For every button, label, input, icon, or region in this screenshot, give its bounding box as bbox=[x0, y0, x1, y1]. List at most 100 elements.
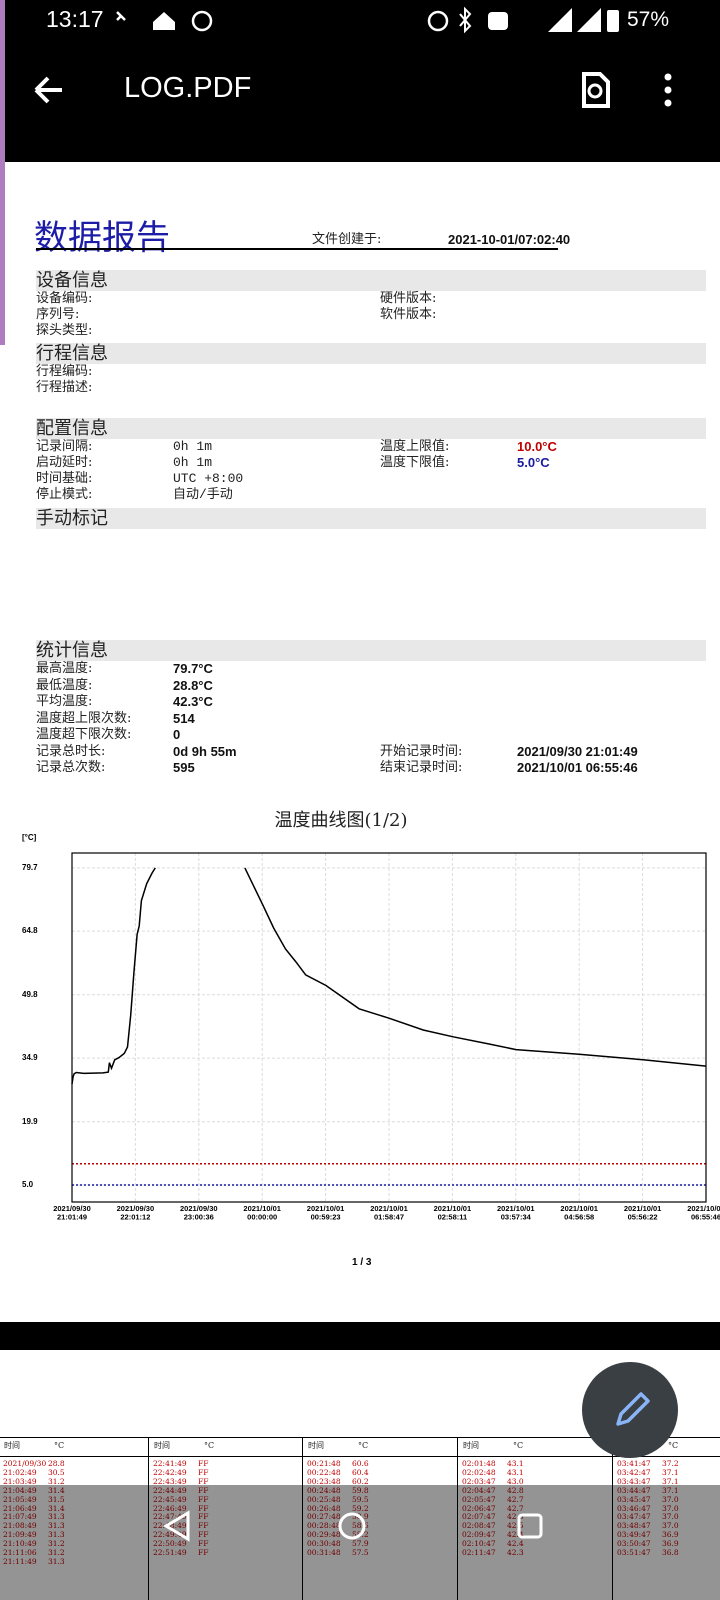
document-title: LOG.PDF bbox=[124, 72, 252, 104]
reading-value: FF bbox=[198, 1521, 209, 1531]
reading-time: 21:09:49 bbox=[3, 1530, 37, 1540]
reading-time: 21:05:49 bbox=[3, 1494, 37, 1504]
reading-time: 22:45:49 bbox=[153, 1494, 187, 1504]
reading-value: 42.5 bbox=[507, 1521, 524, 1531]
reading-value: FF bbox=[198, 1539, 209, 1549]
reading-time: 03:43:47 bbox=[617, 1476, 651, 1486]
reading-time: 22:42:49 bbox=[153, 1467, 187, 1477]
table-header: 时间 bbox=[463, 1441, 479, 1450]
reading-value: 60.6 bbox=[352, 1459, 369, 1468]
x-tick-label: 2021/10/01 bbox=[243, 1204, 281, 1213]
reading-time: 22:50:49 bbox=[153, 1539, 187, 1549]
field-label: 时间基础: bbox=[36, 471, 93, 486]
battery-level: 57% bbox=[627, 8, 670, 31]
field-value: 10.0°C bbox=[517, 439, 557, 454]
reading-value: 31.3 bbox=[48, 1530, 65, 1540]
reading-value: 59.5 bbox=[352, 1494, 369, 1504]
reading-value: 31.4 bbox=[48, 1503, 65, 1513]
reading-time: 22:41:49 bbox=[153, 1459, 187, 1468]
chart-title: 温度曲线图(1/2) bbox=[274, 810, 407, 831]
reading-time: 21:07:49 bbox=[3, 1512, 37, 1522]
field-label: 结束记录时间: bbox=[380, 760, 463, 775]
section-heading: 统计信息 bbox=[36, 640, 108, 661]
reading-time: 00:23:48 bbox=[307, 1476, 341, 1486]
title-rule bbox=[36, 248, 558, 250]
reading-value: 43.1 bbox=[507, 1459, 524, 1468]
reading-value: 31.5 bbox=[48, 1494, 65, 1504]
table-divider bbox=[457, 1437, 458, 1600]
reading-time: 21:11:06 bbox=[3, 1548, 37, 1557]
y-tick-label: 49.8 bbox=[22, 990, 38, 999]
reading-value: FF bbox=[198, 1476, 209, 1486]
reading-value: 37.0 bbox=[662, 1521, 679, 1531]
section-band bbox=[36, 418, 706, 439]
temperature-line bbox=[71, 867, 707, 1085]
reading-time: 21:02:49 bbox=[3, 1467, 37, 1477]
edit-button[interactable] bbox=[580, 1360, 680, 1460]
field-label: 温度上限值: bbox=[380, 439, 450, 454]
reading-value: 57.5 bbox=[352, 1548, 369, 1557]
reading-time: 02:02:48 bbox=[462, 1467, 496, 1477]
back-button[interactable] bbox=[163, 1510, 190, 1542]
recents-button[interactable] bbox=[517, 1513, 543, 1539]
reading-time: 22:51:49 bbox=[153, 1548, 187, 1557]
reading-time: 21:11:49 bbox=[3, 1556, 37, 1566]
reading-time: 03:42:47 bbox=[617, 1467, 651, 1477]
field-label: 记录总次数: bbox=[36, 760, 106, 775]
field-label: 开始记录时间: bbox=[380, 743, 463, 759]
reading-time: 00:29:48 bbox=[307, 1530, 341, 1540]
reading-time: 21:08:49 bbox=[3, 1521, 37, 1531]
clock: 13:17 bbox=[46, 6, 104, 32]
field-label: 最低温度: bbox=[36, 677, 93, 693]
reading-value: 37.1 bbox=[662, 1485, 679, 1495]
field-label: 探头类型: bbox=[36, 323, 93, 338]
x-tick-label: 2021/10/01 bbox=[434, 1204, 472, 1213]
temperature-chart: 温度曲线图(1/2) [°C] 5.0 19.9 34.9 49.8 64.8 79.7 2… bbox=[22, 810, 720, 1221]
field-label: 温度下限值: bbox=[380, 455, 450, 470]
reading-value: 60.4 bbox=[352, 1467, 369, 1477]
x-tick-label: 23:00:36 bbox=[184, 1212, 214, 1221]
y-tick-label: 79.7 bbox=[22, 863, 38, 872]
reading-time: 00:21:48 bbox=[307, 1459, 341, 1468]
reading-time: 02:06:47 bbox=[462, 1503, 496, 1513]
reading-time: 03:41:47 bbox=[617, 1459, 651, 1468]
x-tick-label: 00:59:23 bbox=[311, 1212, 341, 1221]
field-label: 序列号: bbox=[36, 307, 80, 322]
reading-time: 02:11:47 bbox=[462, 1548, 496, 1557]
home-button[interactable] bbox=[338, 1512, 366, 1540]
table-divider bbox=[148, 1437, 149, 1600]
reading-value: 60.2 bbox=[352, 1476, 369, 1486]
field-value: 79.7°C bbox=[173, 661, 213, 676]
x-tick-label: 2021/09/30 bbox=[53, 1204, 91, 1213]
reading-value: 31.2 bbox=[48, 1539, 65, 1549]
reading-value: 42.3 bbox=[507, 1548, 524, 1557]
x-tick-label: 2021/10/01 bbox=[497, 1204, 535, 1213]
field-value: 2021/09/30 21:01:49 bbox=[517, 743, 638, 759]
field-label: 硬件版本: bbox=[380, 291, 437, 306]
table-divider bbox=[612, 1437, 613, 1600]
x-tick-label: 2021/09/30 bbox=[180, 1204, 218, 1213]
reading-time: 22:49:49 bbox=[153, 1530, 187, 1540]
x-tick-label: 02:58:11 bbox=[438, 1212, 468, 1221]
reading-time: 21:03:49 bbox=[3, 1476, 37, 1486]
reading-value: 57.9 bbox=[352, 1539, 369, 1549]
field-label: 温度超上限次数: bbox=[36, 710, 132, 726]
reading-value: FF bbox=[198, 1503, 209, 1513]
reading-value: 36.8 bbox=[662, 1548, 679, 1557]
table-header: °C bbox=[358, 1441, 369, 1450]
table-header: 时间 bbox=[4, 1441, 20, 1450]
reading-time: 02:01:48 bbox=[462, 1459, 496, 1468]
x-tick-label: 06:55:46 bbox=[691, 1212, 720, 1221]
field-value: 5.0°C bbox=[517, 455, 550, 470]
report-title: 数据报告 bbox=[34, 218, 170, 258]
reading-time: 2021/09/30 bbox=[3, 1459, 47, 1468]
status-icons bbox=[34, 6, 672, 108]
reading-value: 36.9 bbox=[662, 1530, 679, 1540]
reading-value: 42.8 bbox=[507, 1485, 524, 1495]
field-value: 2021/10/01 06:55:46 bbox=[517, 760, 638, 775]
x-tick-label: 21:01:49 bbox=[57, 1212, 87, 1221]
field-value: 自动/手动 bbox=[173, 487, 233, 502]
field-value: 0d 9h 55m bbox=[173, 743, 237, 759]
x-tick-label: 05:56:22 bbox=[628, 1212, 658, 1221]
